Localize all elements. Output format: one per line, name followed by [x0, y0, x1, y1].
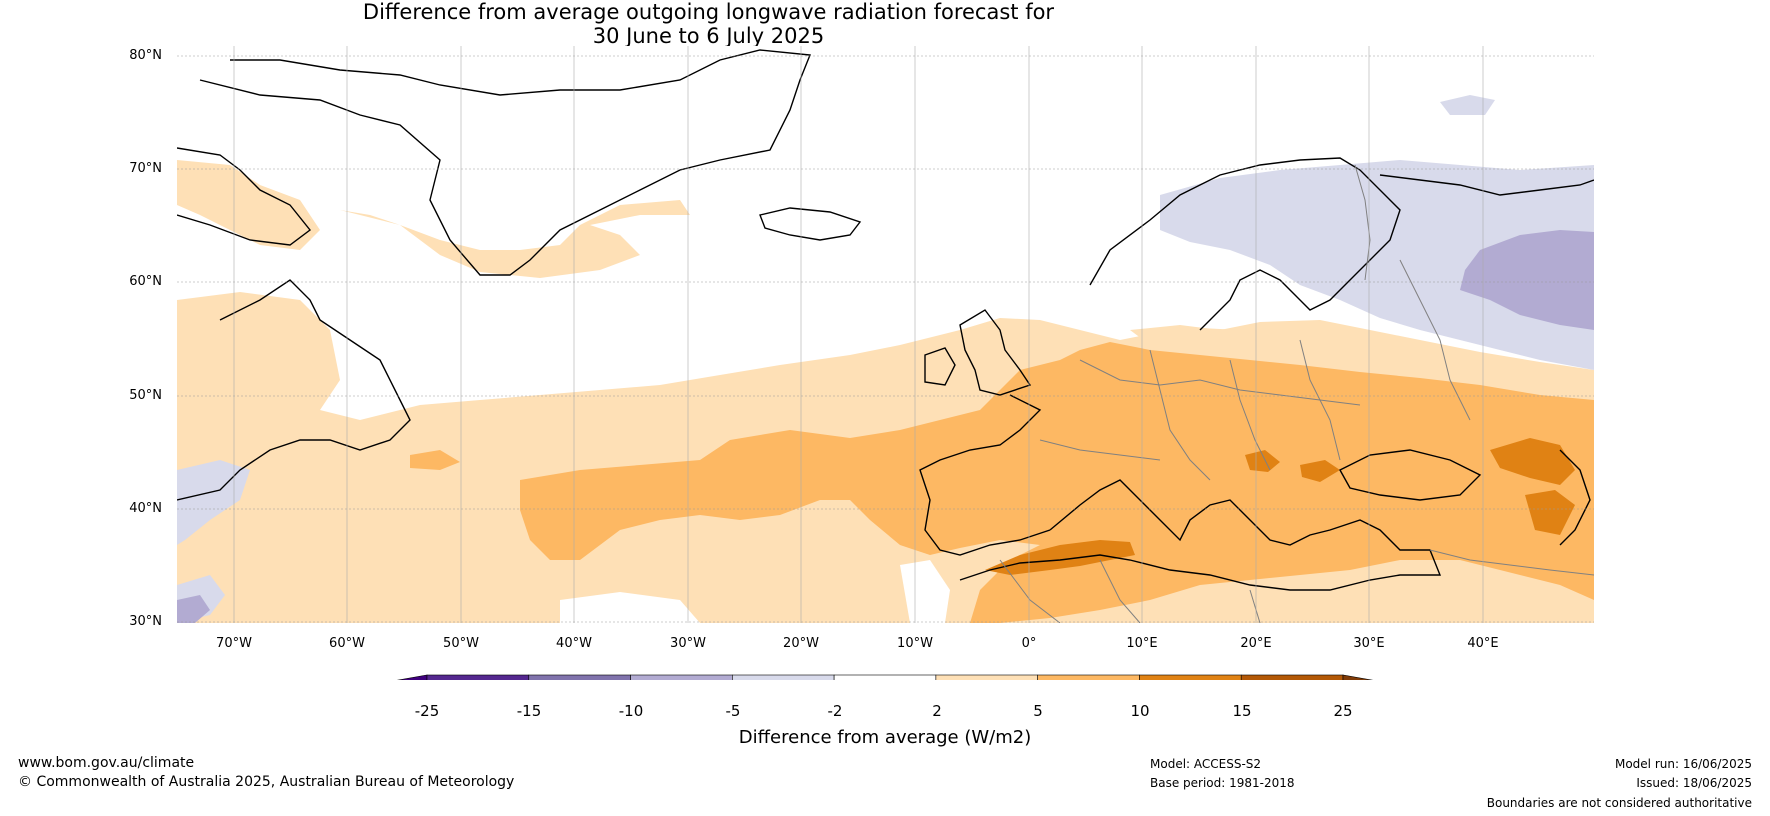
- lat-label-40n: 40°N: [129, 501, 162, 516]
- cbar-tick-10: 10: [1130, 702, 1150, 720]
- forecast-map: [177, 46, 1594, 680]
- issued-text: Issued: 18/06/2025: [1636, 776, 1752, 790]
- colorbar-segment: [1037, 674, 1140, 680]
- lon-label-20e: 20°E: [1240, 636, 1272, 651]
- anomaly-5-10-midatlantic: [410, 450, 460, 470]
- lon-label-70w: 70°W: [216, 636, 252, 651]
- cbar-tick-neg5: -5: [725, 702, 741, 720]
- border-europe-1: [1079, 359, 1361, 406]
- cbar-tick-25: 25: [1333, 702, 1353, 720]
- colorbar-extension-low: [396, 674, 428, 680]
- cbar-tick-neg10: -10: [618, 702, 644, 720]
- copyright-text: © Commonwealth of Australia 2025, Austra…: [18, 774, 515, 790]
- cbar-tick-neg2: -2: [827, 702, 843, 720]
- lon-label-50w: 50°W: [443, 636, 479, 651]
- anomaly-10-15-blacksea: [1300, 460, 1340, 482]
- lat-label-50n: 50°N: [129, 388, 162, 403]
- chart-title: Difference from average outgoing longwav…: [0, 0, 1417, 48]
- model-text: Model: ACCESS-S2: [1150, 757, 1262, 771]
- colorbar: [396, 674, 1374, 680]
- cbar-tick-15: 15: [1232, 702, 1252, 720]
- coast-russia-north: [1379, 174, 1594, 196]
- border-europe-2: [1149, 349, 1211, 481]
- anomaly-neg2-5-scandinavia: [1160, 160, 1594, 370]
- coast-britain: [959, 309, 1032, 396]
- coast-greenland: [199, 49, 811, 276]
- colorbar-segment: [935, 674, 1038, 680]
- border-scandinavia: [1354, 164, 1371, 281]
- map-panel: 80°N 70°N 60°N 50°N 40°N 30°N 70°W 60°W …: [129, 46, 1594, 680]
- anomaly-neg2-5-arctic: [1440, 95, 1495, 115]
- coast-iceland: [759, 207, 862, 241]
- coast-caspian: [1559, 449, 1591, 546]
- lon-label-20w: 20°W: [783, 636, 819, 651]
- colorbar-title: Difference from average (W/m2): [738, 727, 1032, 748]
- colorbar-segment: [732, 674, 835, 680]
- lon-label-10e: 10°E: [1126, 636, 1158, 651]
- lon-label-60w: 60°W: [329, 636, 365, 651]
- anomaly-10-15-balkans: [1245, 450, 1280, 472]
- border-europe-5: [1039, 439, 1161, 461]
- border-africa-2: [1099, 559, 1141, 623]
- anomaly-2-5-greenland: [340, 200, 690, 278]
- website-link[interactable]: www.bom.gov.au/climate: [18, 755, 195, 771]
- anomaly-10-15-caspian: [1490, 438, 1575, 485]
- border-russia: [1399, 259, 1471, 421]
- lat-label-70n: 70°N: [129, 161, 162, 176]
- lon-label-40w: 40°W: [556, 636, 592, 651]
- longitude-gridlines: [233, 46, 1484, 623]
- anomaly-neutral-iberia-coast: [900, 560, 950, 623]
- colorbar-segment: [1240, 674, 1344, 680]
- cbar-tick-neg15: -15: [516, 702, 542, 720]
- lat-label-30n: 30°N: [129, 614, 162, 629]
- anomaly-10-15-sahara: [985, 540, 1135, 575]
- coast-ireland: [924, 347, 956, 386]
- border-europe-3: [1229, 359, 1271, 471]
- title-line-2: 30 June to 6 July 2025: [592, 24, 825, 48]
- lon-label-30e: 30°E: [1353, 636, 1385, 651]
- lon-label-10w: 10°W: [897, 636, 933, 651]
- border-africa-3: [1249, 589, 1261, 623]
- colorbar-segment: [528, 674, 631, 680]
- model-run-text: Model run: 16/06/2025: [1614, 757, 1752, 771]
- lon-label-0: 0°: [1021, 636, 1037, 651]
- coastlines: [177, 49, 1594, 591]
- coast-europe-west: [919, 394, 1051, 556]
- coast-baffin: [177, 147, 311, 246]
- disclaimer-text: Boundaries are not considered authoritat…: [1486, 796, 1752, 810]
- colorbar-segment: [426, 674, 530, 680]
- anomaly-2-5-baffin: [177, 160, 320, 250]
- title-line-1: Difference from average outgoing longwav…: [362, 0, 1055, 24]
- latitude-gridlines: [177, 55, 1594, 623]
- cbar-tick-neg25: -25: [414, 702, 440, 720]
- lon-label-40e: 40°E: [1467, 636, 1499, 651]
- anomaly-5-10-atlantic: [520, 342, 1594, 623]
- anomaly-neg2-5-newfoundland: [177, 460, 250, 545]
- anomaly-fills: [177, 95, 1594, 623]
- country-borders: [999, 164, 1594, 623]
- colorbar-extension-high: [1342, 674, 1374, 680]
- cbar-tick-2: 2: [932, 702, 942, 720]
- anomaly-neg5-10-russia: [1460, 230, 1594, 330]
- coast-mediterranean: [959, 479, 1442, 591]
- anomaly-neutral-atlantic-south: [560, 592, 700, 623]
- coast-scandinavia: [1089, 157, 1401, 331]
- border-middle-east: [1429, 549, 1594, 576]
- colorbar-segment: [1139, 674, 1242, 680]
- lat-label-60n: 60°N: [129, 274, 162, 289]
- lon-label-30w: 30°W: [670, 636, 706, 651]
- border-africa-1: [999, 559, 1061, 623]
- anomaly-neg5-10-southwest: [177, 595, 210, 623]
- anomaly-10-15-caucasus: [1525, 490, 1575, 535]
- coast-labrador: [177, 279, 411, 501]
- coast-black-sea: [1339, 449, 1482, 501]
- colorbar-segment: [630, 674, 733, 680]
- colorbar-segment: [833, 674, 937, 680]
- cbar-tick-5: 5: [1033, 702, 1043, 720]
- lat-label-80n: 80°N: [129, 48, 162, 63]
- base-period-text: Base period: 1981-2018: [1150, 776, 1295, 790]
- border-europe-4: [1299, 339, 1341, 461]
- anomaly-2-5-scandinavia-south: [1130, 320, 1594, 395]
